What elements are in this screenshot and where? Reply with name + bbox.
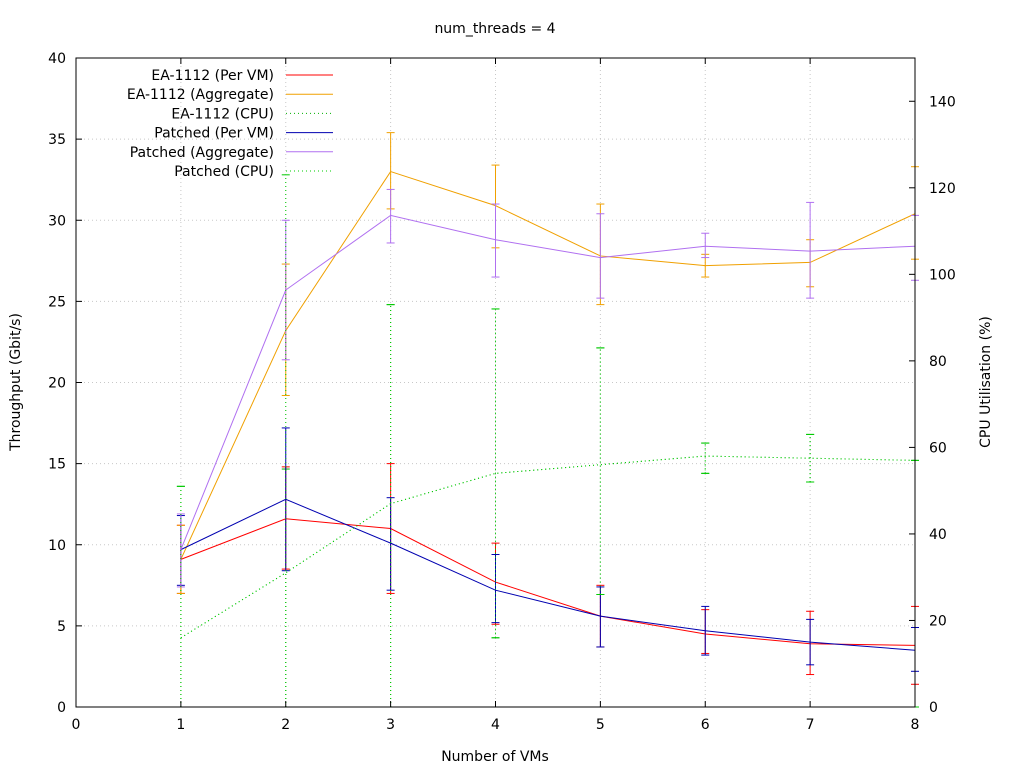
y2-tick-label: 0	[929, 700, 938, 716]
y-tick-label: 10	[48, 538, 66, 554]
series-line	[180, 498, 916, 651]
legend-label: Patched (Aggregate)	[130, 145, 274, 161]
series-line	[180, 455, 916, 639]
y-tick-label: 20	[48, 376, 66, 392]
y2-tick-label: 60	[929, 440, 947, 456]
x-tick-label: 8	[911, 717, 920, 733]
series-ea-1112-aggregate	[176, 132, 919, 594]
series-ea-1112-per-vm	[176, 463, 919, 685]
legend: EA-1112 (Per VM) EA-1112 (Aggregate) EA-11…	[127, 68, 333, 180]
legend-label: EA-1112 (Aggregate)	[127, 87, 274, 103]
y-axis: 0 5 10 15 20 25 30 35 40	[48, 51, 82, 716]
y-tick-label: 35	[48, 132, 66, 148]
x-tick-label: 2	[281, 717, 290, 733]
y2-tick-label: 100	[929, 267, 956, 283]
x-tick-label: 3	[386, 717, 395, 733]
y2-tick-label: 140	[929, 94, 956, 110]
x-tick-label: 5	[596, 717, 605, 733]
y2-tick-label: 40	[929, 527, 947, 543]
y2-tick-label: 20	[929, 613, 947, 629]
y2-axis: 0 20 40 60 80 100 120 140	[909, 94, 956, 716]
x-axis: 0 1 2 3 4 5 6 7 8	[72, 58, 920, 733]
y-tick-label: 5	[57, 619, 66, 635]
y2-axis-label: CPU Utilisation (%)	[978, 316, 994, 448]
y-tick-label: 25	[48, 294, 66, 310]
series-line	[180, 214, 916, 550]
y-tick-label: 40	[48, 51, 66, 67]
x-axis-label: Number of VMs	[441, 749, 549, 765]
legend-label: Patched (CPU)	[174, 164, 274, 180]
x-tick-label: 7	[806, 717, 815, 733]
series-line	[180, 518, 916, 646]
legend-label: EA-1112 (CPU)	[171, 106, 274, 122]
legend-label: Patched (Per VM)	[154, 126, 274, 142]
y-tick-label: 15	[48, 457, 66, 473]
x-tick-label: 0	[72, 717, 81, 733]
series-patched-aggregate	[176, 188, 919, 588]
series-line	[180, 455, 916, 639]
y2-tick-label: 80	[929, 354, 947, 370]
chart-title: num_threads = 4	[434, 21, 555, 37]
series-patched-per-vm	[176, 427, 919, 672]
series-ea-1112-cpu	[176, 304, 919, 708]
series-patched-cpu	[176, 174, 919, 708]
x-tick-label: 6	[701, 717, 710, 733]
series-line	[180, 170, 916, 560]
y2-tick-label: 120	[929, 181, 956, 197]
x-tick-label: 1	[176, 717, 185, 733]
y-axis-label: Throughput (Gbit/s)	[8, 313, 24, 452]
legend-label: EA-1112 (Per VM)	[151, 68, 274, 84]
x-tick-label: 4	[491, 717, 500, 733]
y-tick-label: 0	[57, 700, 66, 716]
series-layer	[176, 132, 919, 708]
y-tick-label: 30	[48, 213, 66, 229]
